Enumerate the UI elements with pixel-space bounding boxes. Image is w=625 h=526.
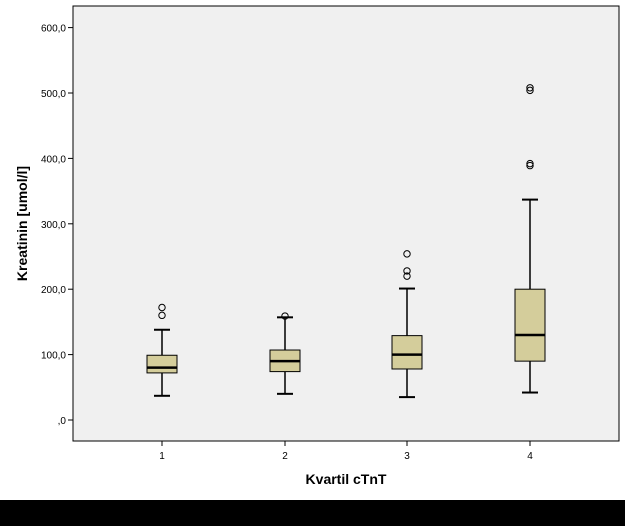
outlier-point (403, 250, 411, 258)
y-tick-label: ,0 (58, 416, 67, 427)
box-group-2 (269, 312, 301, 395)
x-axis: 1 2 3 4 (159, 441, 533, 462)
x-axis-title: Kvartil cTnT (306, 471, 387, 487)
box-group-3 (391, 250, 423, 399)
box-group-1 (146, 303, 178, 397)
x-tick-label: 3 (404, 451, 410, 462)
box (391, 335, 423, 370)
outlier-point (403, 267, 411, 275)
y-axis: ,0 100,0 200,0 300,0 400,0 500,0 600,0 (41, 24, 73, 427)
y-tick-label: 200,0 (41, 285, 66, 296)
outlier-point (158, 311, 166, 320)
box (514, 288, 546, 362)
outlier-point (403, 272, 411, 280)
bottom-black-bar (0, 500, 625, 526)
outlier-point (526, 161, 534, 170)
plot-background (72, 5, 620, 442)
outlier-point (526, 159, 534, 168)
x-tick-label: 1 (159, 451, 165, 462)
y-tick-label: 600,0 (41, 24, 66, 35)
y-tick-label: 500,0 (41, 89, 66, 100)
outlier-point (526, 84, 534, 92)
outlier-point (526, 86, 534, 95)
box (146, 354, 178, 374)
y-axis-title: Kreatinin [umol/l] (14, 166, 30, 281)
y-tick-label: 300,0 (41, 220, 66, 231)
x-tick-label: 2 (282, 451, 288, 462)
y-tick-label: 400,0 (41, 154, 66, 165)
boxplot-chart: ,0 100,0 200,0 300,0 400,0 500,0 600,0 1 2 3 4 Kr… (14, 5, 620, 487)
outlier-point (281, 312, 289, 320)
box-group-4 (514, 84, 546, 394)
x-tick-label: 4 (527, 451, 533, 462)
outlier-point (158, 303, 166, 312)
box-series (146, 84, 546, 399)
y-tick-label: 100,0 (41, 351, 66, 362)
chart-area: ,0 100,0 200,0 300,0 400,0 500,0 600,0 1 2 3 4 Kr… (14, 5, 620, 487)
